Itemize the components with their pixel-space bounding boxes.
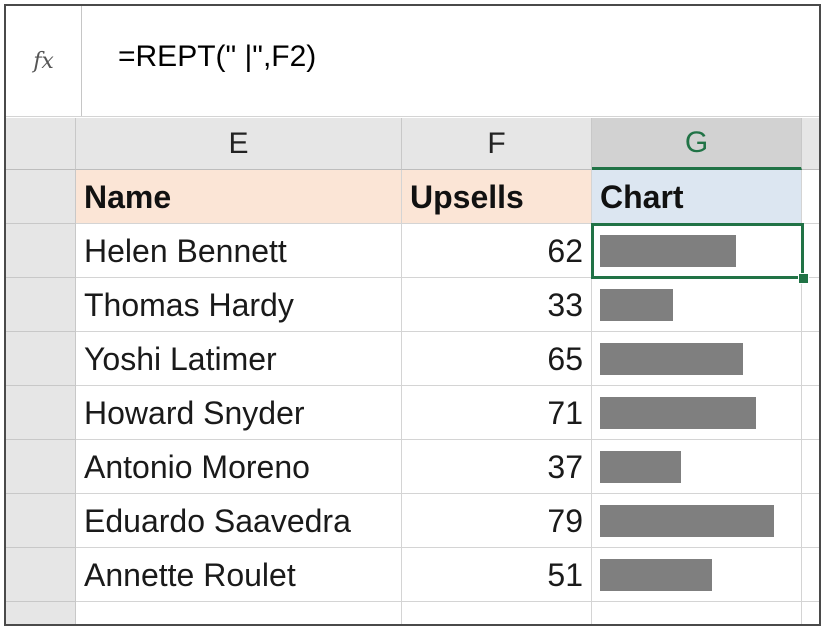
data-bar bbox=[600, 342, 743, 375]
chart-cell[interactable] bbox=[592, 548, 802, 602]
row-header[interactable] bbox=[6, 332, 76, 386]
upsells-cell[interactable]: 51 bbox=[402, 548, 592, 602]
column-header-f[interactable]: F bbox=[402, 118, 592, 170]
name-cell[interactable]: Antonio Moreno bbox=[76, 440, 402, 494]
row-header[interactable] bbox=[6, 602, 76, 624]
data-bar bbox=[600, 558, 712, 591]
empty-cell[interactable] bbox=[76, 602, 402, 624]
name-cell[interactable]: Eduardo Saavedra bbox=[76, 494, 402, 548]
function-icon: fx bbox=[33, 48, 54, 74]
empty-cell[interactable] bbox=[802, 548, 819, 602]
chart-header-cell[interactable]: Chart bbox=[592, 170, 802, 224]
fill-handle[interactable] bbox=[798, 273, 809, 284]
formula-input[interactable]: =REPT(" |",F2) bbox=[118, 40, 317, 73]
chart-cell[interactable] bbox=[592, 494, 802, 548]
upsells-cell[interactable]: 79 bbox=[402, 494, 592, 548]
empty-cell[interactable] bbox=[592, 602, 802, 624]
empty-cell[interactable] bbox=[802, 494, 819, 548]
name-cell[interactable]: Thomas Hardy bbox=[76, 278, 402, 332]
upsells-cell[interactable]: 37 bbox=[402, 440, 592, 494]
name-cell[interactable]: Yoshi Latimer bbox=[76, 332, 402, 386]
row-header[interactable] bbox=[6, 440, 76, 494]
chart-cell[interactable] bbox=[592, 278, 802, 332]
row-header[interactable] bbox=[6, 548, 76, 602]
data-bar bbox=[600, 504, 774, 537]
chart-cell[interactable] bbox=[592, 332, 802, 386]
select-all-corner[interactable] bbox=[6, 118, 76, 170]
chart-cell[interactable] bbox=[592, 386, 802, 440]
upsells-header-cell[interactable]: Upsells bbox=[402, 170, 592, 224]
data-bar bbox=[600, 288, 673, 321]
name-cell[interactable]: Annette Roulet bbox=[76, 548, 402, 602]
empty-cell[interactable] bbox=[802, 440, 819, 494]
empty-cell[interactable] bbox=[802, 278, 819, 332]
data-bar bbox=[600, 234, 736, 267]
row-header[interactable] bbox=[6, 386, 76, 440]
upsells-cell[interactable]: 71 bbox=[402, 386, 592, 440]
empty-cell[interactable] bbox=[802, 170, 819, 224]
row-header[interactable] bbox=[6, 224, 76, 278]
column-header-g[interactable]: G bbox=[592, 118, 802, 170]
row-header[interactable] bbox=[6, 170, 76, 224]
name-cell[interactable]: Helen Bennett bbox=[76, 224, 402, 278]
row-header[interactable] bbox=[6, 494, 76, 548]
column-header-next[interactable] bbox=[802, 118, 819, 170]
column-header-e[interactable]: E bbox=[76, 118, 402, 170]
row-header[interactable] bbox=[6, 278, 76, 332]
insert-function-button[interactable]: fx bbox=[6, 6, 82, 116]
chart-cell[interactable] bbox=[592, 224, 802, 278]
name-cell[interactable]: Howard Snyder bbox=[76, 386, 402, 440]
empty-cell[interactable] bbox=[402, 602, 592, 624]
empty-cell[interactable] bbox=[802, 386, 819, 440]
data-bar bbox=[600, 396, 756, 429]
name-header-cell[interactable]: Name bbox=[76, 170, 402, 224]
upsells-cell[interactable]: 65 bbox=[402, 332, 592, 386]
formula-bar: fx =REPT(" |",F2) bbox=[6, 6, 819, 117]
spreadsheet-window: fx =REPT(" |",F2) E F G Name Upsells Chart… bbox=[4, 4, 821, 626]
upsells-cell[interactable]: 62 bbox=[402, 224, 592, 278]
empty-cell[interactable] bbox=[802, 224, 819, 278]
data-bar bbox=[600, 450, 681, 483]
upsells-cell[interactable]: 33 bbox=[402, 278, 592, 332]
chart-cell[interactable] bbox=[592, 440, 802, 494]
empty-cell[interactable] bbox=[802, 332, 819, 386]
empty-cell[interactable] bbox=[802, 602, 819, 624]
